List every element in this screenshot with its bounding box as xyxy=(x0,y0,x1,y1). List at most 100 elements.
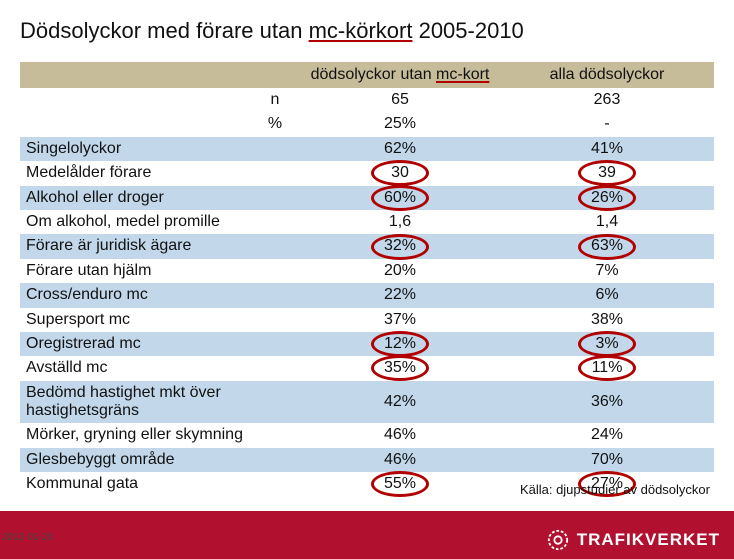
row-label: Oregistrerad mc xyxy=(20,332,250,356)
table-row: Förare är juridisk ägare 32% 63% xyxy=(20,234,714,258)
cell-col2: 26% xyxy=(500,186,714,210)
cell-value: 1,4 xyxy=(596,213,618,230)
cell-col1: 30 xyxy=(300,161,500,185)
row-label: Cross/enduro mc xyxy=(20,283,250,307)
data-table: dödsolyckor utan mc-kort alla dödsolycko… xyxy=(20,62,714,497)
cell-value: 35% xyxy=(384,359,416,376)
row-label: Förare är juridisk ägare xyxy=(20,234,250,258)
cell-value: 55% xyxy=(384,475,416,492)
cell-value: 46% xyxy=(384,451,416,468)
cell-col2: 11% xyxy=(500,356,714,380)
row-label: Alkohol eller droger xyxy=(20,186,250,210)
table-row: Singelolyckor 62% 41% xyxy=(20,137,714,161)
cell-value: 6% xyxy=(595,286,618,303)
cell-value: 11% xyxy=(592,359,623,376)
row-label: Glesbebyggt område xyxy=(20,448,250,472)
cell-col2: 3% xyxy=(500,332,714,356)
cell-col1: 22% xyxy=(300,283,500,307)
cell-col1: 1,6 xyxy=(300,210,500,234)
cell-col1: 20% xyxy=(300,259,500,283)
cell-col2: 63% xyxy=(500,234,714,258)
cell-value: 22% xyxy=(384,286,416,303)
cell-col2: 7% xyxy=(500,259,714,283)
cell-value: 26% xyxy=(591,189,623,206)
col2-pre: dödsolyckor utan xyxy=(311,66,436,83)
pct-col2: - xyxy=(500,112,714,136)
table-row: Medelålder förare3039 xyxy=(20,161,714,185)
cell-col2: 24% xyxy=(500,423,714,447)
col-header-all: alla dödsolyckor xyxy=(500,62,714,88)
brand-block: TRAFIKVERKET xyxy=(547,529,720,551)
col-header-without-license: dödsolyckor utan mc-kort xyxy=(300,62,500,88)
cell-value: 36% xyxy=(591,393,623,410)
n-col1: 65 xyxy=(300,88,500,112)
row-label: Supersport mc xyxy=(20,308,250,332)
table-row: Avställd mc 35% 11% xyxy=(20,356,714,380)
cell-col2: 70% xyxy=(500,448,714,472)
cell-col1: 62% xyxy=(300,137,500,161)
table-row: Om alkohol, medel promille 1,6 1,4 xyxy=(20,210,714,234)
table-row: Bedömd hastighet mkt över hastighetsgrän… xyxy=(20,381,714,424)
cell-col1: 46% xyxy=(300,448,500,472)
table-row: Oregistrerad mc 12% 3% xyxy=(20,332,714,356)
cell-value: 41% xyxy=(591,140,623,157)
slide-title: Dödsolyckor med förare utan mc-körkort 2… xyxy=(20,18,524,44)
trafikverket-logo-icon xyxy=(547,529,569,551)
table-row: Mörker, gryning eller skymning 46% 24% xyxy=(20,423,714,447)
cell-value: 7% xyxy=(595,262,618,279)
table-row: Glesbebyggt område 46% 70% xyxy=(20,448,714,472)
footer-bar: TRAFIKVERKET xyxy=(0,515,734,559)
cell-value: 63% xyxy=(591,237,623,254)
row-label: Mörker, gryning eller skymning xyxy=(20,423,250,447)
cell-value: 12% xyxy=(384,335,416,352)
cell-col2: 6% xyxy=(500,283,714,307)
title-underlined: mc-körkort xyxy=(309,18,413,43)
row-label: Förare utan hjälm xyxy=(20,259,250,283)
cell-col2: 1,4 xyxy=(500,210,714,234)
data-table-container: dödsolyckor utan mc-kort alla dödsolycko… xyxy=(20,62,714,497)
cell-value: 30 xyxy=(391,164,409,181)
table-row: Cross/enduro mc 22% 6% xyxy=(20,283,714,307)
row-label: Bedömd hastighet mkt över hastighetsgrän… xyxy=(20,381,250,424)
cell-value: 37% xyxy=(384,311,416,328)
cell-value: 46% xyxy=(384,426,416,443)
cell-value: 1,6 xyxy=(389,213,411,230)
col2-ul: mc-kort xyxy=(436,66,489,83)
cell-value: 60% xyxy=(384,189,416,206)
cell-col2: 39 xyxy=(500,161,714,185)
cell-value: 3% xyxy=(595,335,618,352)
title-pre: Dödsolyckor med förare utan xyxy=(20,18,309,43)
cell-col1: 46% xyxy=(300,423,500,447)
cell-col1: 35% xyxy=(300,356,500,380)
table-row: Förare utan hjälm 20% 7% xyxy=(20,259,714,283)
cell-value: 62% xyxy=(384,140,416,157)
n-col2: 263 xyxy=(500,88,714,112)
unit-pct: % xyxy=(250,112,300,136)
cell-value: 24% xyxy=(591,426,623,443)
table-header-row: dödsolyckor utan mc-kort alla dödsolycko… xyxy=(20,62,714,88)
cell-value: 32% xyxy=(384,237,416,254)
cell-value: 39 xyxy=(598,164,616,181)
row-label: Avställd mc xyxy=(20,356,250,380)
cell-col1: 55% xyxy=(300,472,500,496)
pct-col1: 25% xyxy=(300,112,500,136)
row-label: Om alkohol, medel promille xyxy=(20,210,250,234)
cell-col1: 12% xyxy=(300,332,500,356)
row-label: Kommunal gata xyxy=(20,472,250,496)
table-row: Alkohol eller droger 60% 26% xyxy=(20,186,714,210)
cell-col1: 42% xyxy=(300,381,500,424)
brand-name: TRAFIKVERKET xyxy=(577,530,720,550)
cell-col1: 60% xyxy=(300,186,500,210)
unit-n: n xyxy=(250,88,300,112)
cell-col1: 32% xyxy=(300,234,500,258)
cell-col2: 38% xyxy=(500,308,714,332)
row-label: Singelolyckor xyxy=(20,137,250,161)
cell-col1: 37% xyxy=(300,308,500,332)
footer-date: 2012-01-20 xyxy=(2,532,53,543)
table-row: Supersport mc 37% 38% xyxy=(20,308,714,332)
footer-date-wrap: 2012-01-20 xyxy=(0,515,53,559)
cell-col2: 41% xyxy=(500,137,714,161)
table-row-pct: % 25% - xyxy=(20,112,714,136)
cell-value: 20% xyxy=(384,262,416,279)
source-text: Källa: djupstudier av dödsolyckor xyxy=(520,482,710,497)
